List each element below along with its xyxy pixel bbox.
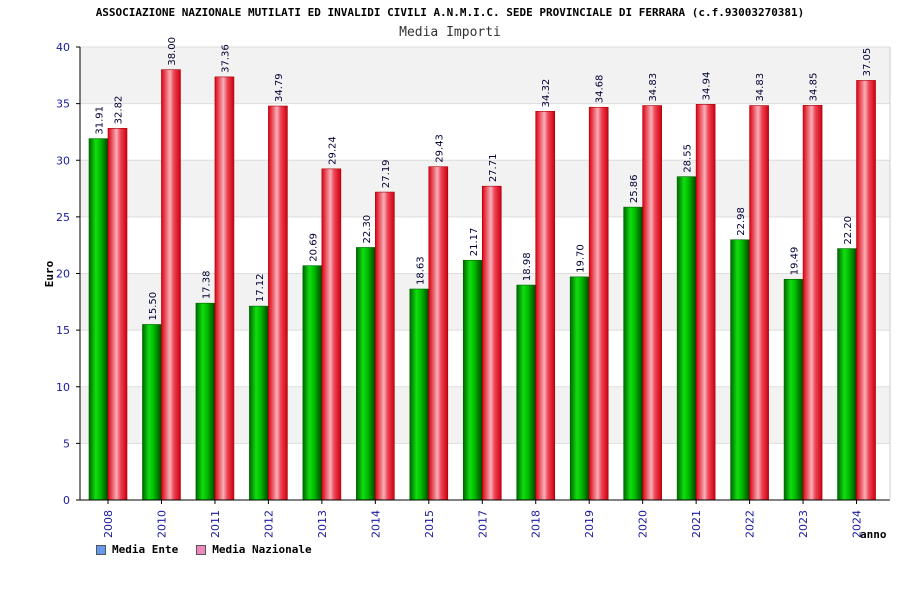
bar [142, 324, 162, 501]
bar [749, 105, 769, 501]
data-label: 29.43 [434, 134, 445, 163]
data-label: 17.38 [201, 271, 212, 300]
bar [462, 259, 483, 501]
data-label: 34.79 [274, 73, 285, 102]
legend-label: Media Nazionale [212, 543, 312, 556]
legend-label: Media Ente [112, 543, 179, 556]
data-label: 15.50 [148, 292, 159, 321]
data-label: 37.05 [862, 48, 873, 77]
bar [642, 105, 662, 501]
x-tick-label: 2012 [262, 510, 275, 538]
data-label: 38.00 [167, 37, 178, 66]
chart-title: ASSOCIAZIONE NAZIONALE MUTILATI ED INVAL… [95, 6, 805, 19]
data-label: 21.17 [469, 228, 480, 257]
data-label: 34.83 [755, 73, 766, 102]
data-label: 25.86 [629, 174, 640, 203]
y-tick-label: 35 [56, 98, 70, 111]
x-tick-label: 2011 [209, 510, 222, 538]
x-tick-label: 2013 [316, 510, 329, 538]
bar [195, 302, 216, 501]
data-label: 18.98 [522, 252, 533, 281]
bar [623, 206, 643, 501]
bar [856, 80, 876, 501]
bar [268, 105, 288, 501]
legend-swatch [96, 544, 106, 555]
y-tick-label: 5 [63, 437, 70, 450]
x-tick-label: 2018 [530, 510, 543, 538]
data-label: 22.30 [362, 215, 373, 244]
y-tick-label: 25 [56, 211, 70, 224]
data-label: 31.91 [95, 106, 106, 135]
bar [302, 265, 323, 501]
x-tick-label: 2019 [583, 510, 596, 538]
data-label: 34.68 [595, 75, 606, 104]
y-tick-label: 30 [56, 154, 70, 167]
y-axis-label: Euro [43, 260, 56, 287]
bar [676, 176, 697, 501]
y-tick-label: 20 [56, 268, 70, 281]
bar [214, 76, 235, 501]
y-tick-label: 10 [56, 381, 70, 394]
bar [428, 166, 449, 501]
y-tick-label: 40 [56, 41, 70, 54]
bar [321, 168, 342, 501]
data-label: 17.12 [255, 273, 266, 302]
bar [783, 278, 804, 501]
bar [107, 128, 128, 501]
bar [249, 305, 269, 501]
y-tick-label: 15 [56, 324, 70, 337]
bar [161, 69, 181, 501]
data-label: 28.55 [683, 144, 694, 173]
bar [375, 191, 395, 501]
x-tick-label: 2021 [690, 510, 703, 538]
x-tick-label: 2015 [423, 510, 436, 538]
x-tick-label: 2010 [155, 510, 168, 538]
data-label: 29.24 [327, 136, 338, 165]
data-label: 32.82 [114, 96, 125, 125]
bars: 31.91 32.82 15.50 38.00 17.38 37.36 17.12 34.79… [88, 37, 876, 501]
data-label: 19.70 [576, 244, 587, 273]
axes: 0 5 10 15 20 25 30 35 40 2008 2010 2011 2012 2013 2014… [56, 41, 891, 538]
bar [535, 111, 556, 501]
x-axis-label: anno [860, 528, 887, 541]
data-label: 27.19 [381, 159, 392, 188]
data-label: 18.63 [415, 256, 426, 285]
data-label: 19.49 [790, 247, 801, 276]
data-label: 22.20 [843, 216, 854, 245]
bar [730, 239, 750, 501]
data-label: 34.83 [648, 73, 659, 102]
x-tick-label: 2023 [797, 510, 810, 538]
x-tick-label: 2008 [102, 510, 115, 538]
legend: Media Ente Media Nazionale [96, 543, 312, 556]
data-label: 34.32 [541, 79, 552, 108]
bar [516, 284, 537, 501]
bar [837, 248, 857, 501]
bar [695, 104, 716, 501]
legend-swatch [196, 544, 207, 555]
x-tick-label: 2020 [637, 510, 650, 538]
data-label: 22.98 [736, 207, 747, 236]
y-tick-label: 0 [63, 494, 70, 507]
legend-item-media-ente: Media Ente [96, 543, 178, 556]
x-tick-label: 2024 [851, 510, 864, 538]
x-tick-label: 2022 [744, 510, 757, 538]
data-label: 34.85 [809, 73, 820, 102]
bar [481, 185, 502, 501]
bar [88, 138, 109, 501]
bar [409, 288, 430, 501]
legend-item-media-nazionale: Media Nazionale [196, 543, 312, 556]
plot-band [80, 47, 890, 104]
x-tick-label: 2014 [369, 510, 382, 538]
bar [356, 247, 376, 501]
data-label: 34.94 [702, 72, 713, 101]
bar [569, 276, 590, 501]
data-label: 20.69 [308, 233, 319, 262]
bar [588, 106, 609, 501]
chart-subtitle: Media Importi [399, 25, 501, 40]
data-label: 37.36 [220, 44, 231, 73]
bar [802, 105, 823, 501]
data-label: 27.71 [488, 154, 499, 183]
x-tick-label: 2017 [476, 510, 489, 538]
